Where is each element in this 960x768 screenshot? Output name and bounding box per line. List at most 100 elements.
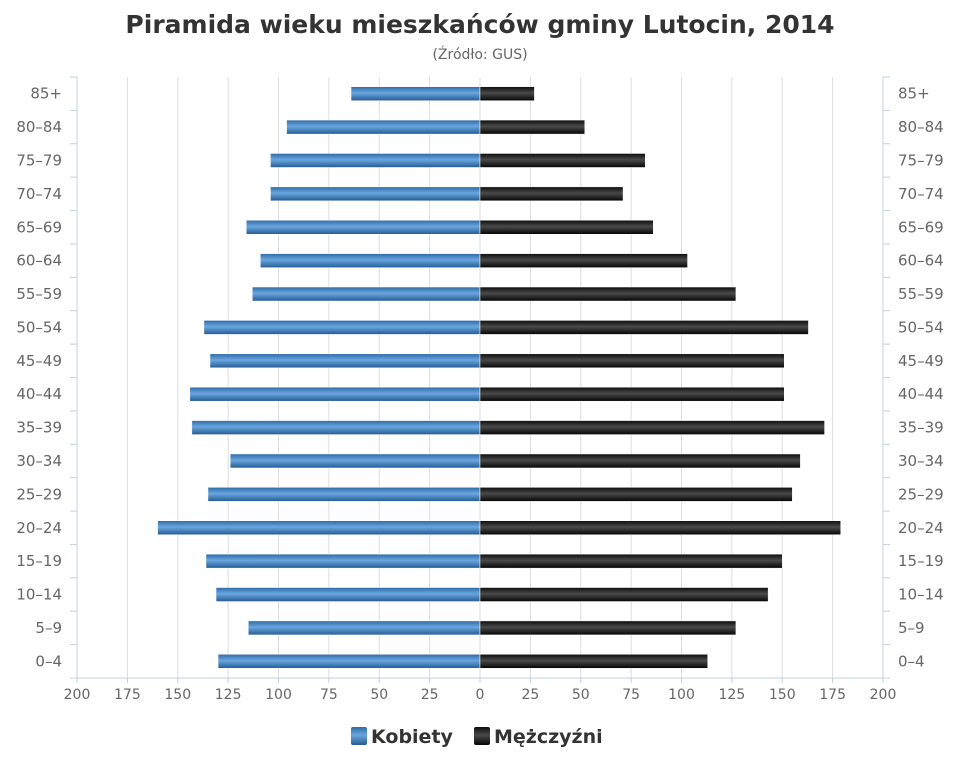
category-label-right: 0–4	[898, 652, 925, 670]
x-tick-label: 175	[819, 687, 846, 703]
bar-mezczyzni-45-49[interactable]	[479, 353, 785, 369]
bar-mezczyzni-65-69[interactable]	[479, 220, 654, 235]
bar-kobiety-15-19[interactable]	[205, 553, 481, 569]
category-label-left: 85+	[30, 85, 62, 103]
category-label-right: 75–79	[898, 151, 944, 169]
bar-mezczyzni-60-64[interactable]	[479, 253, 688, 268]
legend-mezczyzni[interactable]: Mężczyźni	[474, 726, 603, 748]
bar-mezczyzni-80-84[interactable]	[479, 119, 586, 135]
x-tick-label: 200	[870, 687, 897, 703]
bar-kobiety-85+[interactable]	[350, 86, 481, 101]
bar-mezczyzni-70-74[interactable]	[479, 186, 624, 202]
bar-mezczyzni-75-79[interactable]	[479, 153, 646, 168]
x-tick-label: 75	[622, 687, 640, 703]
legend[interactable]: Kobiety Mężczyźni	[351, 726, 603, 748]
x-tick-label: 50	[370, 687, 388, 703]
bar-kobiety-30-34[interactable]	[229, 453, 481, 469]
bar-kobiety-80-84[interactable]	[286, 119, 481, 135]
category-label-right: 35–39	[898, 419, 944, 437]
bars	[157, 86, 841, 669]
x-axis-tick-labels: 200 175 150 125 100 75 50 25 0 25 50 75 100 125 150 175…	[64, 687, 897, 703]
category-label-left: 60–64	[16, 252, 62, 270]
category-label-right: 15–19	[898, 552, 944, 570]
bar-kobiety-35-39[interactable]	[191, 420, 481, 435]
x-tick-label: 150	[769, 687, 796, 703]
category-label-right: 50–54	[898, 318, 944, 336]
category-label-left: 65–69	[16, 218, 62, 236]
category-label-right: 5–9	[898, 619, 925, 637]
category-label-right: 80–84	[898, 118, 944, 136]
bar-mezczyzni-15-19[interactable]	[479, 553, 783, 569]
legend-mezczyzni-label: Mężczyźni	[494, 726, 603, 748]
category-label-right: 60–64	[898, 252, 944, 270]
category-label-right: 30–34	[898, 452, 944, 470]
x-tick-label: 25	[421, 687, 439, 703]
chart-subtitle: (Źródło: GUS)	[432, 45, 527, 63]
bar-mezczyzni-30-34[interactable]	[479, 453, 801, 469]
bar-mezczyzni-40-44[interactable]	[479, 386, 785, 402]
category-label-left: 55–59	[16, 285, 62, 303]
category-label-left: 20–24	[16, 519, 62, 537]
category-label-left: 35–39	[16, 419, 62, 437]
x-tick-label: 75	[320, 687, 338, 703]
bar-mezczyzni-0-4[interactable]	[479, 654, 708, 669]
x-tick-label: 175	[114, 687, 141, 703]
bar-mezczyzni-85+[interactable]	[479, 86, 535, 101]
bar-kobiety-65-69[interactable]	[246, 220, 481, 235]
category-label-left: 50–54	[16, 318, 62, 336]
bar-mezczyzni-10-14[interactable]	[479, 587, 769, 602]
chart-title: Piramida wieku mieszkańców gminy Lutocin…	[125, 10, 834, 39]
x-tick-label: 125	[215, 687, 242, 703]
category-label-right: 85+	[898, 85, 930, 103]
bar-kobiety-45-49[interactable]	[209, 353, 481, 369]
category-label-right: 40–44	[898, 385, 944, 403]
bar-kobiety-55-59[interactable]	[252, 286, 481, 302]
bar-kobiety-25-29[interactable]	[207, 487, 481, 502]
x-tick-label: 0	[476, 687, 485, 703]
legend-mezczyzni-swatch	[474, 727, 490, 745]
bar-kobiety-0-4[interactable]	[217, 654, 481, 669]
legend-kobiety-label: Kobiety	[371, 726, 454, 748]
category-label-left: 5–9	[35, 619, 62, 637]
category-label-right: 70–74	[898, 185, 944, 203]
category-label-left: 45–49	[16, 352, 62, 370]
category-label-left: 70–74	[16, 185, 62, 203]
x-tick-label: 200	[64, 687, 91, 703]
category-label-right: 45–49	[898, 352, 944, 370]
x-tick-label: 150	[164, 687, 191, 703]
bar-kobiety-40-44[interactable]	[189, 386, 481, 402]
category-label-left: 25–29	[16, 485, 62, 503]
bar-kobiety-10-14[interactable]	[215, 587, 481, 602]
category-label-left: 10–14	[16, 586, 62, 604]
category-label-left: 0–4	[35, 652, 62, 670]
bar-kobiety-50-54[interactable]	[203, 320, 481, 335]
axes	[70, 76, 890, 683]
bar-kobiety-20-24[interactable]	[157, 520, 481, 535]
category-label-right: 20–24	[898, 519, 944, 537]
category-label-right: 25–29	[898, 485, 944, 503]
legend-kobiety[interactable]: Kobiety	[351, 726, 454, 748]
category-label-right: 10–14	[898, 586, 944, 604]
bar-mezczyzni-35-39[interactable]	[479, 420, 825, 435]
bar-mezczyzni-55-59[interactable]	[479, 286, 737, 302]
bar-kobiety-60-64[interactable]	[260, 253, 481, 268]
x-tick-label: 100	[668, 687, 695, 703]
bar-mezczyzni-20-24[interactable]	[479, 520, 841, 535]
bar-kobiety-5-9[interactable]	[248, 620, 481, 636]
category-label-right: 55–59	[898, 285, 944, 303]
legend-kobiety-swatch	[351, 727, 367, 745]
bar-mezczyzni-25-29[interactable]	[479, 487, 793, 502]
bar-mezczyzni-5-9[interactable]	[479, 620, 737, 636]
bar-mezczyzni-50-54[interactable]	[479, 320, 809, 335]
category-label-left: 15–19	[16, 552, 62, 570]
category-label-right: 65–69	[898, 218, 944, 236]
x-tick-label: 100	[265, 687, 292, 703]
category-label-left: 30–34	[16, 452, 62, 470]
category-label-left: 40–44	[16, 385, 62, 403]
category-labels: 85+ 85+ 80–84 80–84 75–79 75–79 70–74 70–74 65–6…	[16, 85, 943, 671]
x-tick-label: 125	[719, 687, 746, 703]
bar-kobiety-75-79[interactable]	[270, 153, 481, 168]
bar-kobiety-70-74[interactable]	[270, 186, 481, 202]
category-label-left: 75–79	[16, 151, 62, 169]
